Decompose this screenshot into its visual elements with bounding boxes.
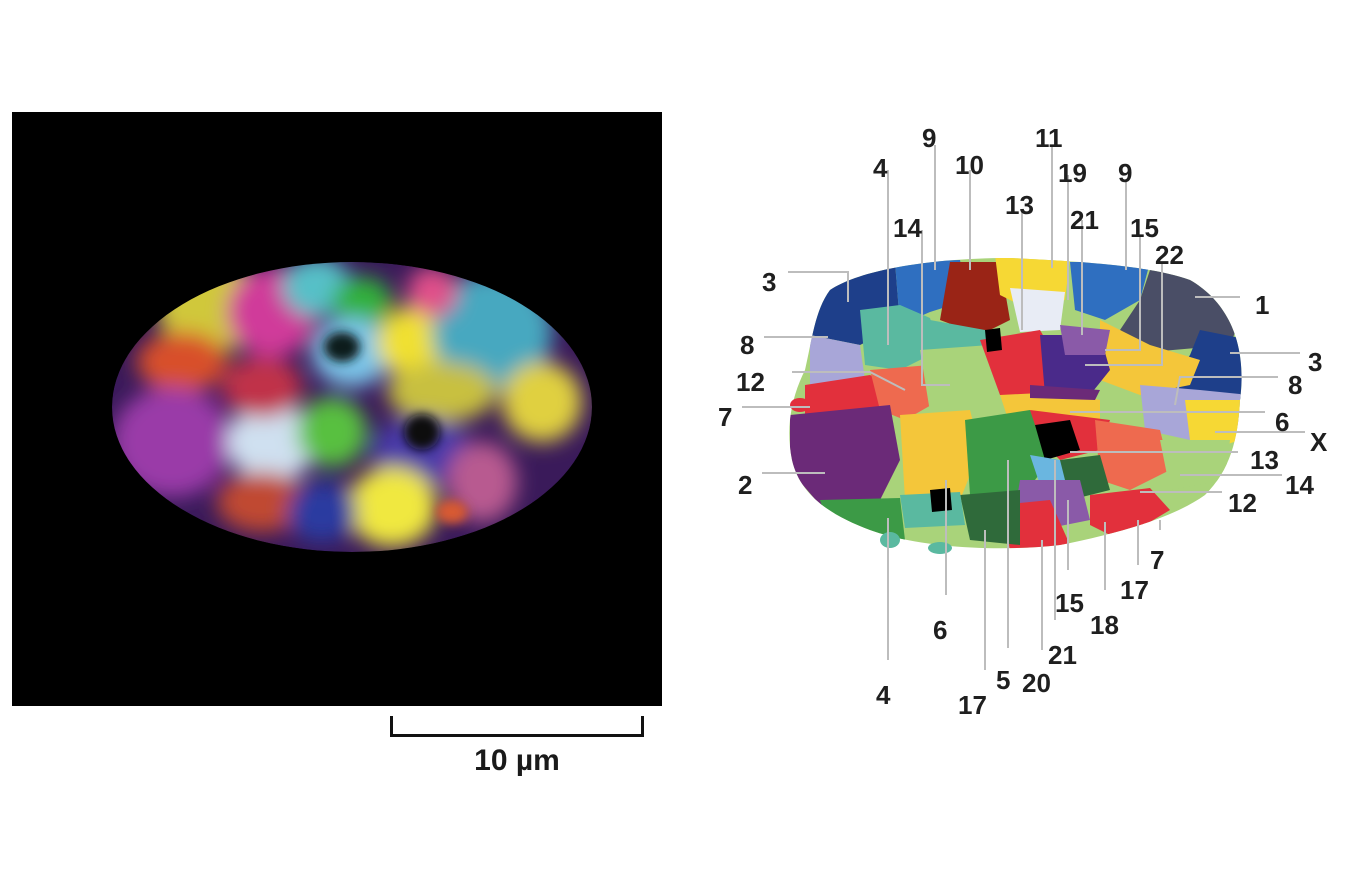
territory-label-22: 22 [1155,240,1184,270]
territory-label-15: 15 [1055,588,1084,618]
territory-label-21: 21 [1070,205,1099,235]
territory-label-12: 12 [1228,488,1257,518]
territory-label-20: 20 [1022,668,1051,698]
chromosome-territory-map: 9 4 10 11 19 13 9 21 14 15 22 3 1 8 3 12 8 7 6 X 13 2 14 12 7 17 1… [700,100,1368,720]
territory-label-10: 10 [955,150,984,180]
territory-label-3: 3 [762,267,776,297]
territory-label-12: 12 [736,367,765,397]
territory-label-15: 15 [1130,213,1159,243]
territory-label-5: 5 [996,665,1010,695]
territory-label-3: 3 [1308,347,1322,377]
scale-bar-line [390,734,644,737]
scale-bar-left-tick [390,716,393,737]
territory-label-17: 17 [958,690,987,720]
scale-bar-right-tick [641,716,644,737]
territory-label-13: 13 [1250,445,1279,475]
territory-patches [789,258,1242,549]
territory-label-17: 17 [1120,575,1149,605]
scale-bar [390,716,644,740]
nucleus-image [12,112,662,706]
territory-label-7: 7 [718,402,732,432]
territory-label-21: 21 [1048,640,1077,670]
territory-label-X: X [1310,427,1328,457]
territory-label-19: 19 [1058,158,1087,188]
fluorescence-micrograph [12,112,662,706]
label-leader-lines [742,145,1305,670]
territory-label-13: 13 [1005,190,1034,220]
territory-label-4: 4 [876,680,891,710]
territory-label-14: 14 [1285,470,1314,500]
territory-label-9: 9 [1118,158,1132,188]
territory-label-6: 6 [1275,407,1289,437]
territory-label-4: 4 [873,153,888,183]
territory-label-7: 7 [1150,545,1164,575]
territory-label-11: 11 [1035,123,1063,153]
territory-label-6: 6 [933,615,947,645]
scale-bar-label: 10 µm [474,744,560,777]
territory-label-9: 9 [922,123,936,153]
territory-label-8: 8 [740,330,754,360]
territory-label-1: 1 [1255,290,1269,320]
territory-label-2: 2 [738,470,752,500]
territory-label-18: 18 [1090,610,1119,640]
territory-label-14: 14 [893,213,922,243]
territory-label-8: 8 [1288,370,1302,400]
